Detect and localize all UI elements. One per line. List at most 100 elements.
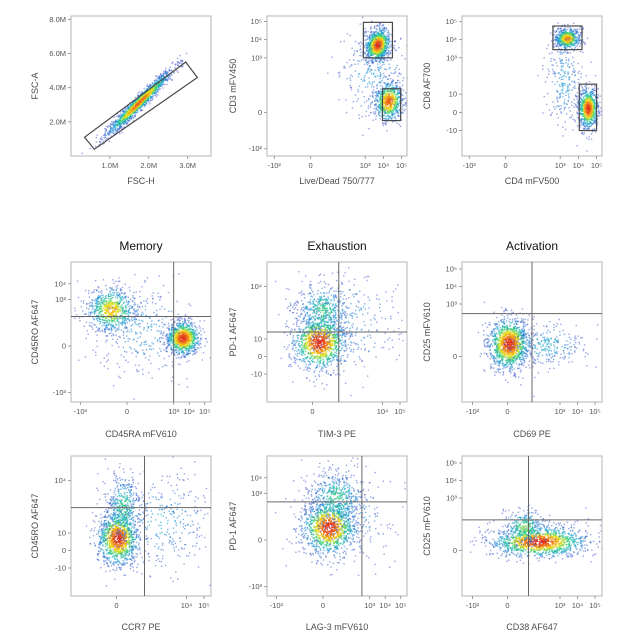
y-tick-label: 8.0M xyxy=(49,15,66,24)
y-tick-label: 6.0M xyxy=(49,49,66,58)
event-dot xyxy=(567,93,570,95)
event-dot xyxy=(582,27,585,29)
event-dot xyxy=(379,100,382,102)
event-dot xyxy=(136,109,139,111)
event-dot xyxy=(139,97,141,99)
event-dot xyxy=(116,124,118,126)
event-dot xyxy=(383,36,386,38)
event-dot xyxy=(560,105,562,107)
event-dot xyxy=(548,70,550,73)
event-dot xyxy=(142,94,144,97)
event-dot xyxy=(134,99,137,102)
event-dot xyxy=(384,89,386,92)
event-dot xyxy=(389,107,391,109)
event-dot xyxy=(552,70,555,73)
event-dot xyxy=(128,120,130,122)
event-dot xyxy=(584,101,587,103)
event-dot xyxy=(385,100,388,102)
event-dot xyxy=(126,115,128,118)
event-dot xyxy=(128,108,130,110)
event-dot xyxy=(164,71,167,73)
event-dot xyxy=(386,91,389,93)
event-dot xyxy=(576,111,578,113)
event-dot xyxy=(560,76,563,78)
event-dot xyxy=(576,145,578,147)
event-dot xyxy=(367,49,370,51)
event-dot xyxy=(559,59,561,62)
event-dot xyxy=(110,127,112,130)
event-dot xyxy=(378,41,380,44)
event-dot xyxy=(377,43,379,45)
event-dot xyxy=(120,124,123,126)
event-dot xyxy=(380,102,383,104)
event-dot xyxy=(571,80,573,83)
event-dot xyxy=(114,302,116,304)
event-dot xyxy=(567,86,569,88)
event-dot xyxy=(383,42,385,44)
event-dot xyxy=(363,46,365,49)
event-dot xyxy=(379,94,382,96)
event-dot xyxy=(145,101,148,103)
event-dot xyxy=(384,57,386,60)
event-dot xyxy=(384,42,386,44)
event-dot xyxy=(369,51,371,54)
event-dot xyxy=(558,38,560,41)
event-dot xyxy=(137,94,140,97)
event-dot xyxy=(123,114,126,116)
event-dot xyxy=(166,83,168,86)
event-dot xyxy=(387,38,389,40)
event-dot xyxy=(375,60,378,62)
event-dot xyxy=(158,82,161,85)
event-dot xyxy=(382,34,385,36)
event-dot xyxy=(395,95,397,98)
event-dot xyxy=(588,122,591,125)
event-dot xyxy=(173,71,175,73)
event-dot xyxy=(116,306,118,308)
event-dot xyxy=(583,98,586,101)
event-dot xyxy=(379,30,381,32)
event-dot xyxy=(380,32,382,34)
event-dot xyxy=(580,43,582,45)
event-dot xyxy=(575,28,577,30)
event-dot xyxy=(556,45,558,47)
event-dot xyxy=(368,59,371,62)
event-dot xyxy=(574,46,577,49)
event-dot xyxy=(585,89,588,91)
event-dot xyxy=(572,118,574,120)
event-dot xyxy=(400,38,402,40)
event-dot xyxy=(151,93,154,96)
event-dot xyxy=(373,81,375,83)
event-dot xyxy=(398,109,400,111)
y-axis-label: FSC-A xyxy=(30,73,40,100)
event-dot xyxy=(574,39,577,41)
event-dot xyxy=(387,78,389,80)
event-dot xyxy=(376,94,378,97)
event-dot xyxy=(163,74,165,77)
event-dot xyxy=(104,299,106,301)
event-dot xyxy=(557,22,559,24)
event-dot xyxy=(574,32,576,35)
event-dot xyxy=(393,104,395,106)
event-dot xyxy=(558,44,561,46)
event-dot xyxy=(546,92,549,95)
event-dot xyxy=(564,106,567,109)
event-dot xyxy=(115,119,117,121)
event-dot xyxy=(372,37,374,39)
event-dot xyxy=(401,98,403,100)
event-dot xyxy=(551,52,553,54)
event-dot xyxy=(551,64,553,66)
event-dot xyxy=(113,317,115,319)
x-tick-label: 10⁴ xyxy=(573,161,585,170)
event-dot xyxy=(377,32,379,34)
event-dot xyxy=(378,61,380,63)
x-tick-label: 3.0M xyxy=(179,161,196,170)
event-dot xyxy=(134,110,136,113)
event-dot xyxy=(563,40,565,42)
event-dot xyxy=(388,63,390,65)
event-dot xyxy=(379,108,381,110)
event-dot xyxy=(126,322,128,324)
event-dot xyxy=(79,320,81,322)
event-dot xyxy=(566,89,569,92)
event-dot xyxy=(562,30,564,32)
